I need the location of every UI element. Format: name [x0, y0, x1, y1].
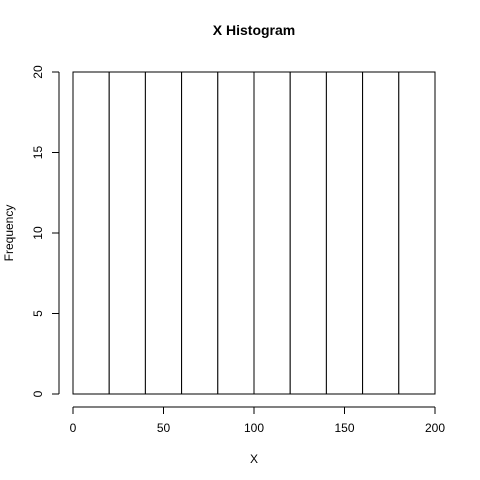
histogram-bar-5 [253, 71, 291, 395]
histogram-bar-2 [144, 71, 183, 395]
x-tick-label: 200 [425, 421, 445, 435]
histogram-bar-7 [325, 71, 364, 395]
histogram-bar-1 [108, 71, 146, 395]
y-axis-label: Frequency [2, 205, 16, 262]
y-tick-label: 0 [31, 390, 45, 397]
y-axis: 0 5 10 15 20 [31, 65, 60, 397]
x-tick-label: 150 [334, 421, 354, 435]
x-tick-label: 0 [70, 421, 77, 435]
x-axis: 0 50 100 150 200 [70, 406, 445, 435]
histogram-bar-8 [362, 71, 400, 395]
y-tick-label: 20 [31, 65, 45, 79]
histogram-bar-4 [217, 71, 255, 395]
x-tick-label: 100 [244, 421, 264, 435]
histogram-bar-0 [72, 71, 110, 395]
chart-title: X Histogram [213, 22, 295, 38]
x-axis-label: X [250, 452, 258, 466]
y-tick-label: 10 [31, 226, 45, 240]
bars-group [72, 71, 436, 395]
x-tick-label: 50 [157, 421, 171, 435]
histogram-bar-6 [289, 71, 327, 395]
y-tick-label: 5 [31, 310, 45, 317]
y-tick-label: 15 [31, 146, 45, 160]
histogram-bar-9 [398, 71, 436, 395]
histogram-bar-3 [181, 71, 219, 395]
